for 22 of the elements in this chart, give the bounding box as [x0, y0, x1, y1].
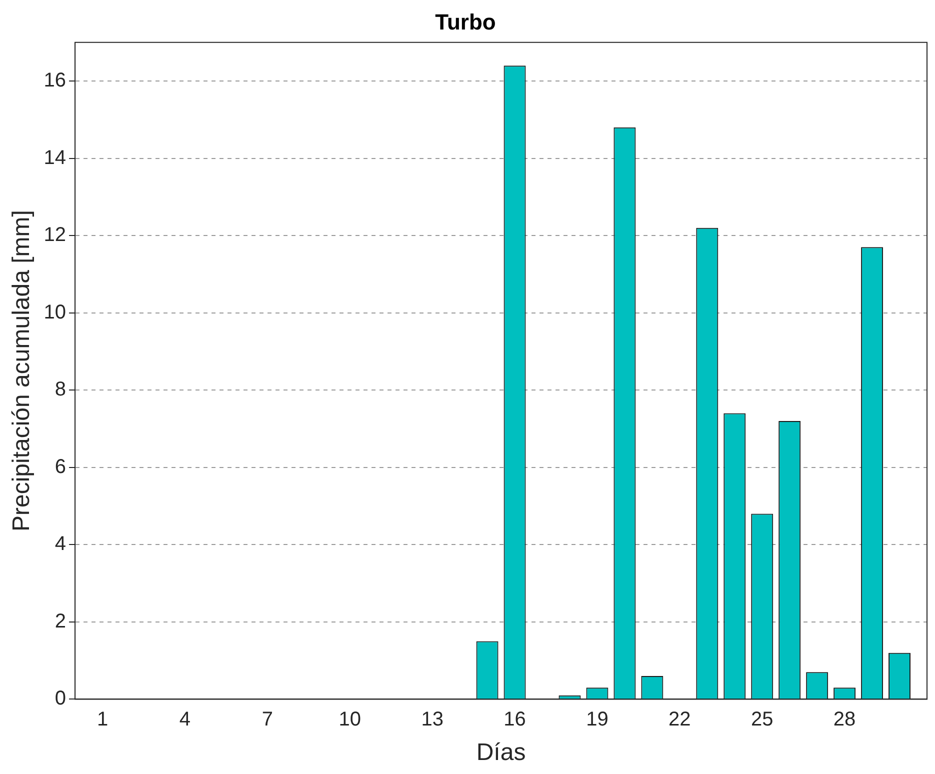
y-tick-label: 12	[44, 224, 66, 246]
y-tick-label: 8	[54, 378, 66, 401]
x-tick-label: 7	[262, 708, 273, 731]
x-tick-label: 13	[421, 708, 444, 731]
y-tick-label: 4	[54, 533, 66, 556]
chart-title: Turbo	[435, 9, 496, 34]
y-tick-label: 6	[54, 456, 66, 478]
y-tick-label: 2	[54, 610, 66, 632]
x-axis-title: Días	[476, 739, 526, 766]
y-tick-label: 14	[44, 146, 66, 169]
x-tick-label: 16	[504, 708, 526, 731]
x-tick-label: 28	[833, 708, 856, 731]
x-tick-label: 4	[179, 708, 191, 731]
x-tick-label: 25	[750, 708, 774, 731]
x-tick-label: 10	[338, 708, 361, 731]
y-tick-label: 0	[54, 688, 66, 710]
x-tick-label: 22	[668, 708, 691, 731]
y-axis-title: Precipitación acumulada [mm]	[8, 210, 36, 532]
y-tick-label: 16	[44, 70, 66, 92]
x-tick-label: 19	[586, 708, 608, 731]
y-tick-label: 10	[44, 301, 66, 324]
x-tick-label: 1	[96, 708, 108, 731]
